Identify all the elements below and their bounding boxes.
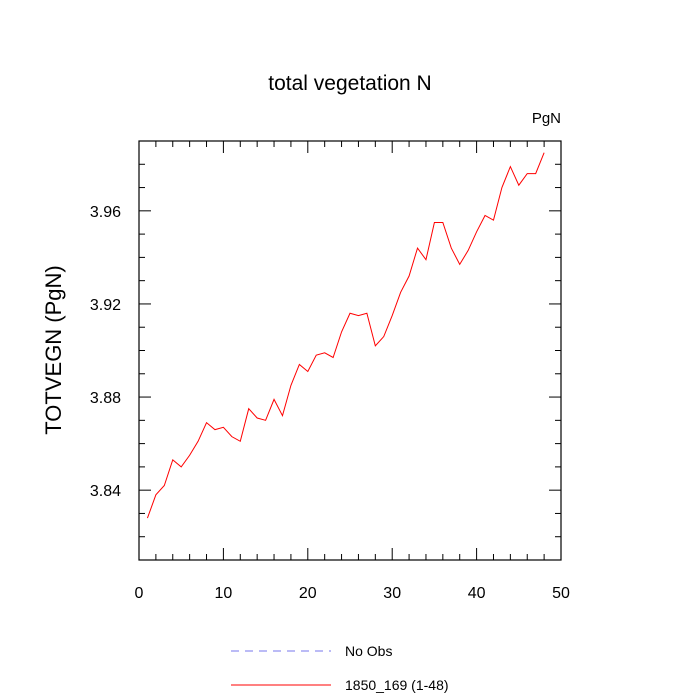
y-axis-label: TOTVEGN (PgN) xyxy=(41,265,66,435)
series-layer xyxy=(146,152,545,519)
x-tick-label: 10 xyxy=(215,585,233,602)
y-tick-label: 3.92 xyxy=(90,297,121,314)
y-tick-label: 3.84 xyxy=(90,483,121,500)
axis-ticks xyxy=(138,140,562,561)
legend: No Obs 1850_169 (1-48) xyxy=(231,643,449,693)
series-line xyxy=(146,152,545,519)
x-tick-label: 30 xyxy=(383,585,401,602)
y-tick-label: 3.88 xyxy=(90,390,121,407)
x-tick-label: 20 xyxy=(299,585,317,602)
tick-labels: 0 10 20 30 40 50 3.84 3.88 3.92 3.96 xyxy=(90,204,570,602)
legend-entry: No Obs xyxy=(345,643,392,659)
chart-title: total vegetation N xyxy=(268,72,431,95)
x-tick-label: 0 xyxy=(135,585,144,602)
y-tick-label: 3.96 xyxy=(90,204,121,221)
legend-entry: 1850_169 (1-48) xyxy=(345,677,449,693)
x-tick-label: 50 xyxy=(552,585,570,602)
x-tick-label: 40 xyxy=(468,585,486,602)
units-label: PgN xyxy=(532,110,561,127)
plot-frame xyxy=(138,140,562,561)
